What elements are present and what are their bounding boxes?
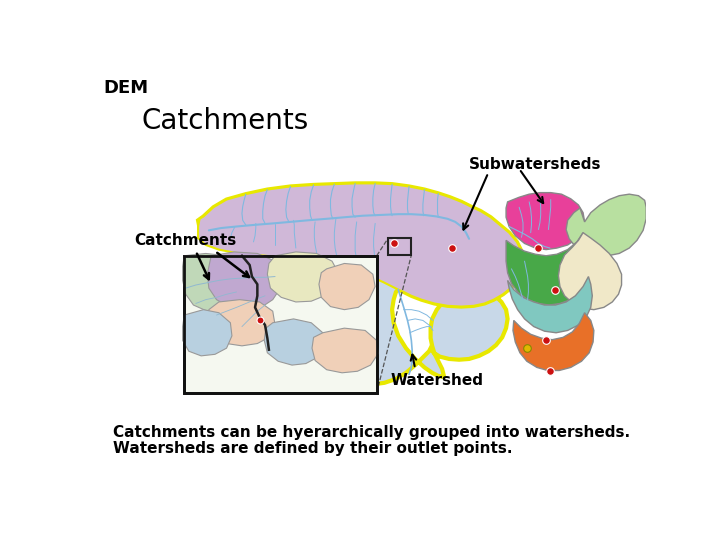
Polygon shape [183,309,232,356]
Polygon shape [312,328,378,373]
Bar [184,256,377,393]
Text: Subwatersheds: Subwatersheds [469,157,602,172]
Polygon shape [566,194,647,256]
Text: Watershed: Watershed [390,373,484,388]
Text: Catchments: Catchments [134,233,236,248]
Text: Catchments: Catchments [142,107,309,135]
Polygon shape [264,319,324,365]
Polygon shape [267,252,338,302]
Polygon shape [506,233,594,305]
Polygon shape [198,184,523,307]
Polygon shape [513,313,594,370]
Bar [388,238,411,255]
Polygon shape [198,184,523,384]
Polygon shape [183,253,250,311]
Polygon shape [559,233,621,309]
Polygon shape [207,252,283,309]
Text: Watersheds are defined by their outlet points.: Watersheds are defined by their outlet p… [113,441,513,456]
Polygon shape [209,300,275,346]
Polygon shape [319,264,375,309]
Text: DEM: DEM [104,79,148,97]
Polygon shape [506,193,585,249]
Bar [184,256,377,393]
Polygon shape [508,276,593,333]
Text: Catchments can be hyerarchically grouped into watersheds.: Catchments can be hyerarchically grouped… [113,425,631,440]
